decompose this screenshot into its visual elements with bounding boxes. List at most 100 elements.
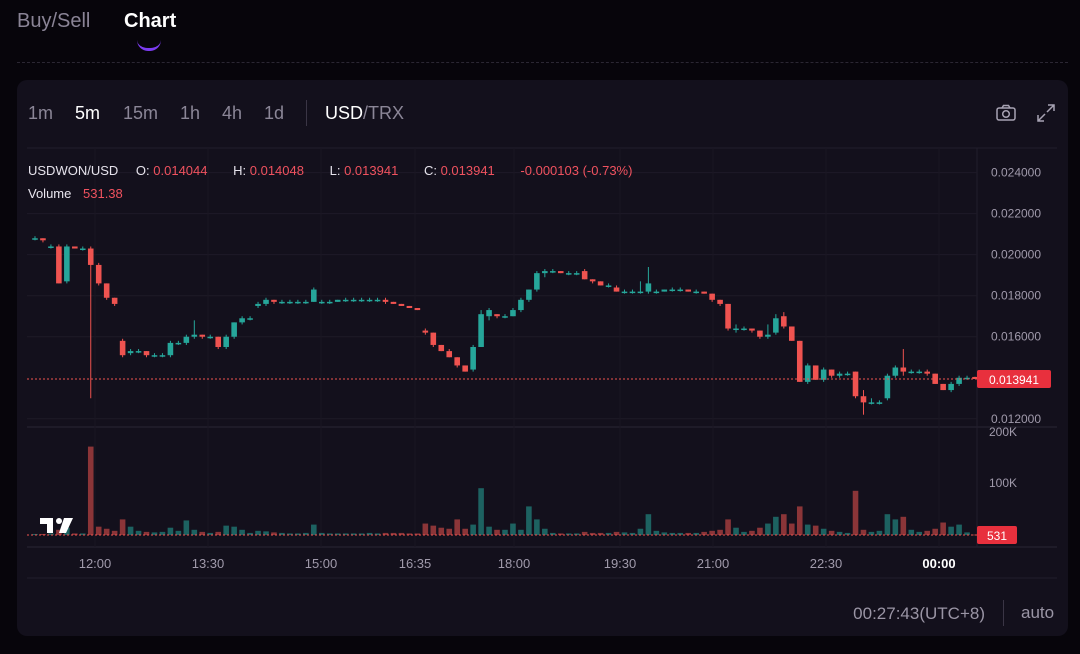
candle-body: [709, 293, 715, 300]
candle-body: [518, 299, 524, 311]
volume-bar: [820, 528, 827, 535]
candle-body: [430, 332, 437, 345]
candle-body: [486, 310, 492, 317]
volume-bar: [159, 531, 166, 535]
candle-body: [247, 318, 253, 320]
interval-1d[interactable]: 1d: [264, 103, 285, 123]
volume-bar: [390, 532, 397, 535]
pair-quote: /TRX: [363, 103, 405, 123]
volume-bar: [223, 525, 229, 535]
candle-body: [143, 351, 150, 356]
candle-body: [502, 316, 508, 318]
time-tick-label: 16:35: [399, 556, 432, 571]
last-volume-label: 531: [987, 529, 1007, 543]
volume-bar: [342, 533, 349, 535]
volume-bar: [127, 526, 134, 535]
candle-body: [796, 340, 803, 382]
volume-bar: [964, 532, 970, 535]
fullscreen-icon[interactable]: [1035, 102, 1057, 124]
volume-bar: [518, 529, 524, 535]
interval-15m[interactable]: 15m: [123, 103, 159, 123]
volume-bar: [358, 533, 365, 535]
chart-toolbar: 1m 5m 15m 1h 4h 1d USD/TRX: [17, 80, 1068, 146]
volume-bar: [573, 533, 580, 535]
candle-body: [119, 340, 126, 356]
volume-bar: [677, 532, 684, 535]
candle-body: [478, 314, 484, 347]
candle-body: [64, 246, 70, 282]
volume-bar: [175, 530, 182, 535]
volume-bar: [279, 532, 285, 535]
volume-bar: [239, 529, 245, 535]
volume-bar: [557, 533, 564, 535]
interval-1m[interactable]: 1m: [28, 103, 54, 123]
tradingview-logo: [40, 518, 73, 533]
candle-body: [765, 334, 771, 337]
volume-bar: [892, 519, 899, 535]
auto-scale-button[interactable]: auto: [1021, 603, 1055, 622]
time-tick-label: 13:30: [192, 556, 225, 571]
volume-bar: [32, 533, 38, 535]
tab-chart[interactable]: Chart: [124, 10, 177, 32]
volume-bar: [653, 530, 660, 535]
candle-body: [56, 246, 62, 284]
candle-body: [326, 301, 333, 304]
volume-bar: [781, 514, 787, 535]
volume-bar: [868, 531, 875, 535]
candle-body: [127, 351, 134, 354]
volume-bar: [103, 528, 110, 535]
volume-bar: [398, 532, 405, 535]
volume-bar: [749, 530, 755, 535]
candle-body: [573, 273, 580, 275]
time-tick-label: 12:00: [79, 556, 112, 571]
volume-bar: [637, 528, 644, 535]
candle-body: [693, 291, 699, 294]
candle-body: [685, 289, 692, 292]
legend-open-label: O:: [135, 163, 150, 178]
volume-bar: [773, 516, 779, 535]
volume-bar: [135, 530, 142, 535]
volume-bar: [709, 530, 715, 535]
volume-bar: [948, 526, 954, 535]
candle-body: [103, 283, 110, 298]
volume-bar: [629, 532, 636, 535]
candle-body: [526, 289, 532, 300]
legend-close-label: C:: [423, 163, 437, 178]
volume-tick-label: 200K: [989, 425, 1017, 439]
candle-body: [597, 281, 604, 286]
interval-5m[interactable]: 5m: [75, 103, 101, 123]
volume-bar: [828, 530, 835, 535]
volume-bar: [741, 531, 747, 535]
interval-1h[interactable]: 1h: [180, 103, 201, 123]
candle-body: [605, 285, 612, 287]
volume-bar: [311, 524, 317, 535]
volume-bar: [876, 530, 883, 535]
candle-body: [239, 318, 245, 323]
volume-bar: [804, 524, 811, 535]
volume-bar: [318, 532, 325, 535]
volume-bar: [462, 528, 468, 535]
volume-bar: [143, 531, 150, 535]
candle-body: [804, 365, 811, 382]
candle-body: [621, 291, 628, 294]
candle-body: [215, 336, 221, 347]
volume-bar: [486, 526, 492, 535]
candle-body: [972, 376, 978, 379]
volume-bar: [765, 523, 771, 535]
pair-selector[interactable]: USD/TRX: [325, 103, 404, 124]
interval-4h[interactable]: 4h: [222, 103, 243, 123]
candle-body: [303, 301, 309, 304]
volume-tick-label: 100K: [989, 476, 1017, 490]
tab-buy-sell[interactable]: Buy/Sell: [17, 10, 91, 32]
volume-bar: [526, 506, 532, 535]
volume-bar: [207, 532, 214, 535]
volume-bar: [852, 490, 859, 535]
legend-symbol: USDWON/USD: [28, 163, 119, 178]
candle-body: [781, 316, 787, 327]
candle-body: [462, 365, 468, 372]
price-chart[interactable]: 0.024000 0.022000 0.020000 0.018000 0.016000…: [17, 80, 1068, 600]
footer-separator: [1003, 600, 1004, 626]
top-nav: Buy/Sell Chart: [0, 0, 1080, 60]
candle-body: [948, 383, 954, 391]
camera-icon[interactable]: [995, 102, 1017, 124]
